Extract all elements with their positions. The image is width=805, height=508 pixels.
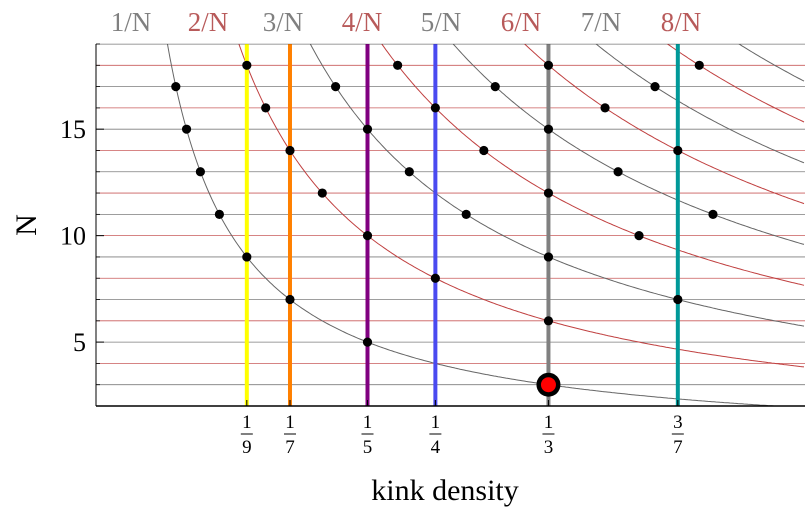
data-point — [490, 81, 500, 92]
x-tick-numerator: 1 — [544, 412, 554, 433]
y-axis-ticks: 5 10 15 — [60, 43, 104, 407]
y-axis-label: N — [10, 214, 43, 236]
x-tick-denominator: 5 — [363, 437, 373, 458]
data-point — [694, 60, 704, 70]
data-point — [214, 209, 224, 219]
x-tick-numerator: 1 — [431, 412, 441, 433]
data-point — [242, 60, 252, 70]
data-point — [285, 145, 295, 156]
data-point — [171, 81, 181, 92]
data-point — [285, 294, 295, 305]
x-tick-denominator: 9 — [242, 437, 252, 458]
y-tick-label: 5 — [73, 328, 86, 357]
data-point — [362, 231, 373, 241]
data-point — [673, 145, 683, 156]
data-point — [430, 103, 440, 113]
data-point — [600, 103, 610, 113]
curve-label-1: 1/N — [111, 7, 152, 37]
x-tick-denominator: 4 — [431, 437, 441, 458]
data-point — [543, 252, 554, 262]
curve-6-over-n — [523, 44, 805, 205]
curve-9-over-n — [738, 44, 805, 82]
curve-label-7: 7/N — [581, 7, 622, 37]
data-point — [543, 60, 554, 70]
hyperbolic-curves — [166, 44, 805, 406]
curve-label-5: 5/N — [421, 7, 462, 37]
data-point — [261, 103, 271, 113]
y-tick-label: 15 — [60, 115, 86, 144]
data-point — [242, 252, 252, 262]
data-point — [404, 167, 414, 177]
x-tick-denominator: 3 — [544, 437, 554, 458]
data-point — [317, 188, 327, 198]
data-point — [362, 337, 373, 347]
x-tick-numerator: 1 — [363, 412, 373, 433]
data-point — [708, 209, 718, 219]
x-tick-numerator: 1 — [242, 412, 252, 433]
x-tick-numerator: 3 — [673, 412, 683, 433]
data-point — [181, 124, 192, 134]
data-point — [362, 124, 373, 134]
curve-label-2: 2/N — [188, 7, 229, 37]
data-point — [393, 60, 403, 70]
data-point — [461, 209, 471, 219]
x-tick-numerator: 1 — [285, 412, 295, 433]
curve-3-over-n — [309, 44, 805, 327]
data-point — [543, 316, 554, 326]
y-tick-label: 10 — [60, 222, 86, 251]
curve-label-3: 3/N — [263, 7, 304, 37]
highlight-point — [540, 377, 556, 393]
plot-frame — [95, 43, 805, 407]
curve-4-over-n — [381, 44, 805, 286]
curve-label-8: 8/N — [661, 7, 702, 37]
data-point — [195, 167, 205, 177]
data-point — [634, 231, 644, 241]
horizontal-grid — [96, 44, 805, 406]
x-tick-denominator: 7 — [285, 437, 295, 458]
data-point — [430, 273, 440, 283]
data-point — [479, 145, 489, 156]
curve-label-4: 4/N — [342, 7, 383, 37]
data-point — [613, 167, 623, 177]
data-point — [650, 81, 660, 92]
curve-2-over-n — [238, 44, 805, 368]
data-point — [543, 124, 554, 134]
curve-label-6: 6/N — [501, 7, 542, 37]
data-point — [330, 81, 341, 92]
data-point — [543, 188, 554, 198]
x-tick-denominator: 7 — [673, 437, 683, 458]
x-axis-label: kink density — [371, 474, 519, 507]
plot-area — [96, 44, 805, 406]
curve-7-over-n — [595, 44, 805, 164]
data-points — [171, 60, 718, 397]
data-point — [673, 294, 683, 305]
curve-1-over-n — [166, 44, 783, 406]
curve-8-over-n — [666, 44, 805, 123]
curve-labels: 1/N 2/N 3/N 4/N 5/N 6/N 7/N 8/N — [111, 7, 702, 37]
